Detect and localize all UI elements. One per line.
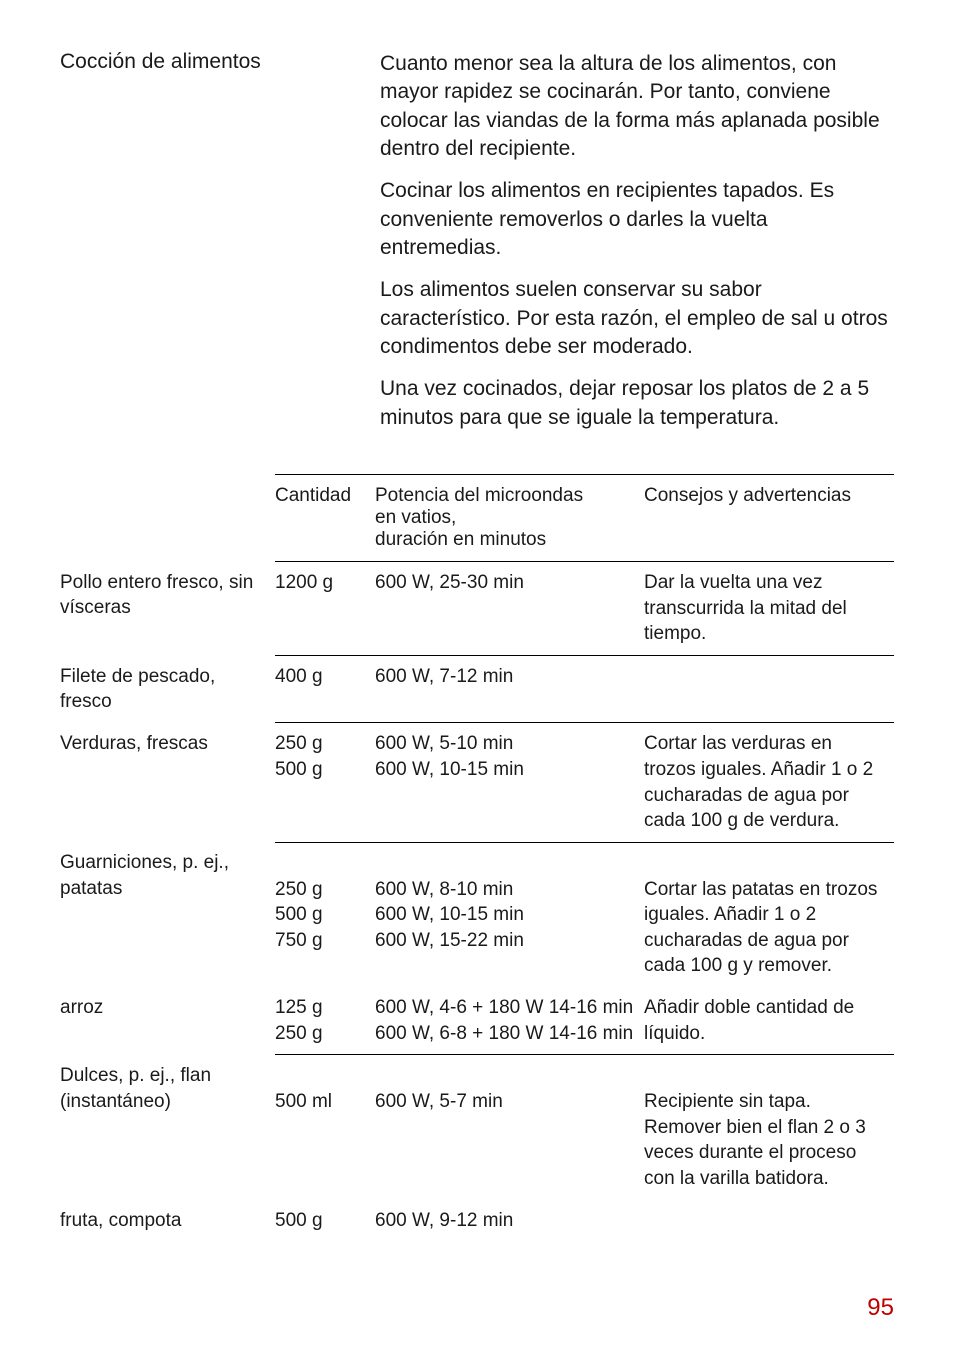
table-row: Pollo entero fresco, sin vísceras1200 g6… (60, 562, 894, 656)
cooking-table: Cantidad Potencia del microondasen vatio… (60, 474, 894, 1241)
intro-p1: Cuanto menor sea la altura de los alimen… (380, 50, 894, 163)
cell-c1: Dulces, p. ej., flan (instantáneo) (60, 1055, 275, 1200)
cell-c4: Añadir doble cantidad de líquido. (644, 987, 894, 1055)
cell-c1: fruta, compota (60, 1200, 275, 1242)
cell-c1: Filete de pescado, fresco (60, 656, 275, 723)
cell-c4: Recipiente sin tapa. Remover bien el fla… (644, 1055, 894, 1200)
cell-c3: 600 W, 5-10 min600 W, 10-15 min (375, 723, 644, 843)
th-cantidad: Cantidad (275, 475, 375, 562)
cell-c2: 1200 g (275, 562, 375, 656)
table-row: Dulces, p. ej., flan (instantáneo)500 ml… (60, 1055, 894, 1200)
intro-section: Cocción de alimentos Cuanto menor sea la… (60, 50, 894, 446)
table-row: fruta, compota500 g600 W, 9-12 min (60, 1200, 894, 1242)
section-title: Cocción de alimentos (60, 50, 340, 446)
intro-p3: Los alimentos suelen conservar su sabor … (380, 276, 894, 361)
intro-p4: Una vez cocinados, dejar reposar los pla… (380, 375, 894, 432)
table-header-row: Cantidad Potencia del microondasen vatio… (60, 475, 894, 562)
intro-p2: Cocinar los alimentos en recipientes tap… (380, 177, 894, 262)
cell-c3: 600 W, 25-30 min (375, 562, 644, 656)
th-consejos: Consejos y advertencias (644, 475, 894, 562)
cell-c1: Guarniciones, p. ej., patatas (60, 842, 275, 987)
cell-c4: Dar la vuelta una vez transcurrida la mi… (644, 562, 894, 656)
th-empty (60, 475, 275, 562)
table-row: Filete de pescado, fresco400 g600 W, 7-1… (60, 656, 894, 723)
table-row: Guarniciones, p. ej., patatas250 g500 g7… (60, 842, 894, 987)
cell-c3: 600 W, 5-7 min (375, 1055, 644, 1200)
cell-c2: 500 g (275, 1200, 375, 1242)
cell-c4: Cortar las verduras en trozos iguales. A… (644, 723, 894, 843)
cell-c2: 250 g500 g750 g (275, 842, 375, 987)
cell-c1: Pollo entero fresco, sin vísceras (60, 562, 275, 656)
cell-c4 (644, 1200, 894, 1242)
cell-c2: 250 g500 g (275, 723, 375, 843)
table-body: Pollo entero fresco, sin vísceras1200 g6… (60, 562, 894, 1242)
table-row: arroz125 g250 g600 W, 4-6 + 180 W 14-16 … (60, 987, 894, 1055)
cell-c3: 600 W, 4-6 + 180 W 14-16 min600 W, 6-8 +… (375, 987, 644, 1055)
cell-c2: 125 g250 g (275, 987, 375, 1055)
cell-c2: 400 g (275, 656, 375, 723)
cell-c3: 600 W, 9-12 min (375, 1200, 644, 1242)
intro-paragraphs: Cuanto menor sea la altura de los alimen… (380, 50, 894, 446)
cell-c1: arroz (60, 987, 275, 1055)
table-row: Verduras, frescas250 g500 g600 W, 5-10 m… (60, 723, 894, 843)
cell-c4: Cortar las patatas en trozos iguales. Añ… (644, 842, 894, 987)
cell-c3: 600 W, 7-12 min (375, 656, 644, 723)
cell-c1: Verduras, frescas (60, 723, 275, 843)
cell-c3: 600 W, 8-10 min600 W, 10-15 min600 W, 15… (375, 842, 644, 987)
page-number: 95 (867, 1294, 894, 1322)
cell-c4 (644, 656, 894, 723)
th-potencia: Potencia del microondasen vatios,duració… (375, 475, 644, 562)
cell-c2: 500 ml (275, 1055, 375, 1200)
